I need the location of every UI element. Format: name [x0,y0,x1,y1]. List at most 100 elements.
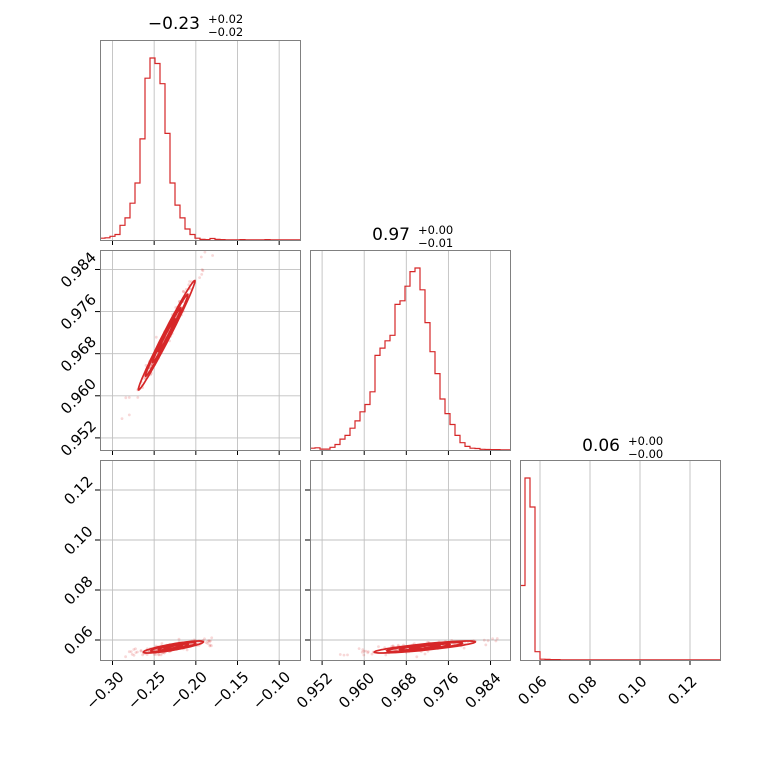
panel-3-3: 0.06 0.08 0.10 0.12 [514,460,721,709]
x-tick-label-0: 0.06 [514,672,550,708]
histogram-param-3 [520,477,720,661]
x-tick-label-4: 0.984 [461,669,504,712]
panel-frame [100,250,301,451]
sample-point [484,643,488,647]
sample-point [391,644,395,648]
sample-point [415,655,419,659]
title-1-upper-error: +0.02 [208,12,243,26]
sample-point [201,269,205,273]
histogram-param-1 [100,57,300,241]
x-tick-label-0: −0.30 [82,668,127,713]
sample-point [120,417,124,420]
histogram-param-2 [310,267,510,451]
sample-point [134,647,137,651]
x-tick-label-1: −0.25 [124,668,169,713]
sample-point [134,651,138,654]
sample-point [124,655,127,659]
panel-1-1 [100,40,301,245]
x-tick-label-0: 0.952 [293,669,336,712]
title-param-2: 0.97 [372,225,410,245]
panel-2-2 [310,250,511,455]
sample-point [141,653,145,657]
title-2-upper-error: +0.00 [418,223,453,237]
sample-point [203,250,207,254]
x-tick-label-4: −0.10 [249,668,294,713]
sample-point [185,648,189,652]
sample-point [187,283,191,287]
sample-point [206,639,210,643]
sample-point [157,653,161,657]
sample-point [139,649,143,652]
y-tick-label-1: 0.960 [57,375,100,418]
sample-point [159,653,163,657]
x-tick-label-3: 0.12 [664,672,700,708]
sample-point [127,396,131,399]
sample-point [200,268,204,272]
sample-point [207,639,211,642]
title-3-upper-error: +0.00 [628,434,663,448]
title-2-lower-error: −0.01 [418,236,453,250]
sample-point [157,653,161,656]
y-tick-label-1: 0.08 [60,572,96,608]
sample-point [200,273,204,276]
sample-point [188,280,192,283]
density-contour-4 [137,279,196,391]
title-param-1: −0.23 [148,14,200,34]
sample-point [203,637,206,641]
sample-point [181,289,185,293]
sample-point [124,396,128,400]
sample-point [491,637,494,641]
sample-point [199,255,203,259]
panel-frame [520,460,721,661]
sample-point [486,639,490,643]
sample-point [130,652,134,656]
sample-point [346,653,349,657]
sample-point [462,646,466,650]
panel-3-1: 0.06 0.08 0.10 0.12 −0.30−0.25−0.20−0.15−0.1… [60,460,301,713]
sample-point [209,639,212,643]
sample-point [364,649,368,653]
density-contour-3 [144,293,189,378]
density-contour-4 [142,640,205,654]
x-tick-label-2: 0.968 [377,669,420,712]
title-3-value: 0.06 [582,436,620,456]
sample-point [208,640,211,643]
title-2-value: 0.97 [372,225,410,245]
title-param-3: 0.06 [582,436,620,456]
sample-point [129,650,133,653]
sample-point [370,652,374,656]
sample-point [177,637,181,641]
sample-point [136,650,139,654]
sample-point [208,644,212,648]
panel-3-2: 0.952 0.960 0.968 0.976 0.984 [293,460,511,712]
title-3-lower-error: −0.00 [628,447,663,461]
sample-point [396,643,400,647]
y-tick-label-4: 0.984 [57,248,100,291]
y-tick-label-3: 0.12 [60,472,96,508]
panel-titles: −0.23 +0.02 −0.02 0.97 +0.00 −0.01 0.06 … [148,12,663,461]
sample-point [127,413,131,417]
sample-point [210,636,214,640]
sample-point [160,642,164,645]
sample-point [136,396,140,399]
sample-point [495,637,499,640]
sample-point [152,653,156,656]
sample-point [361,648,365,652]
sample-point [154,335,158,339]
sample-point [127,650,131,654]
y-tick-label-3: 0.976 [57,290,100,333]
title-1-value: −0.23 [148,14,200,34]
y-tick-label-0: 0.952 [57,417,100,460]
sample-point [198,276,202,279]
sample-point [154,653,158,656]
x-tick-label-2: −0.20 [166,668,211,713]
sample-point [210,644,213,648]
panel-frame [310,460,511,661]
density-contour-4 [373,640,477,654]
sample-point [360,650,364,654]
sample-point [211,254,215,257]
sample-point [208,643,212,647]
sample-point [377,645,380,648]
